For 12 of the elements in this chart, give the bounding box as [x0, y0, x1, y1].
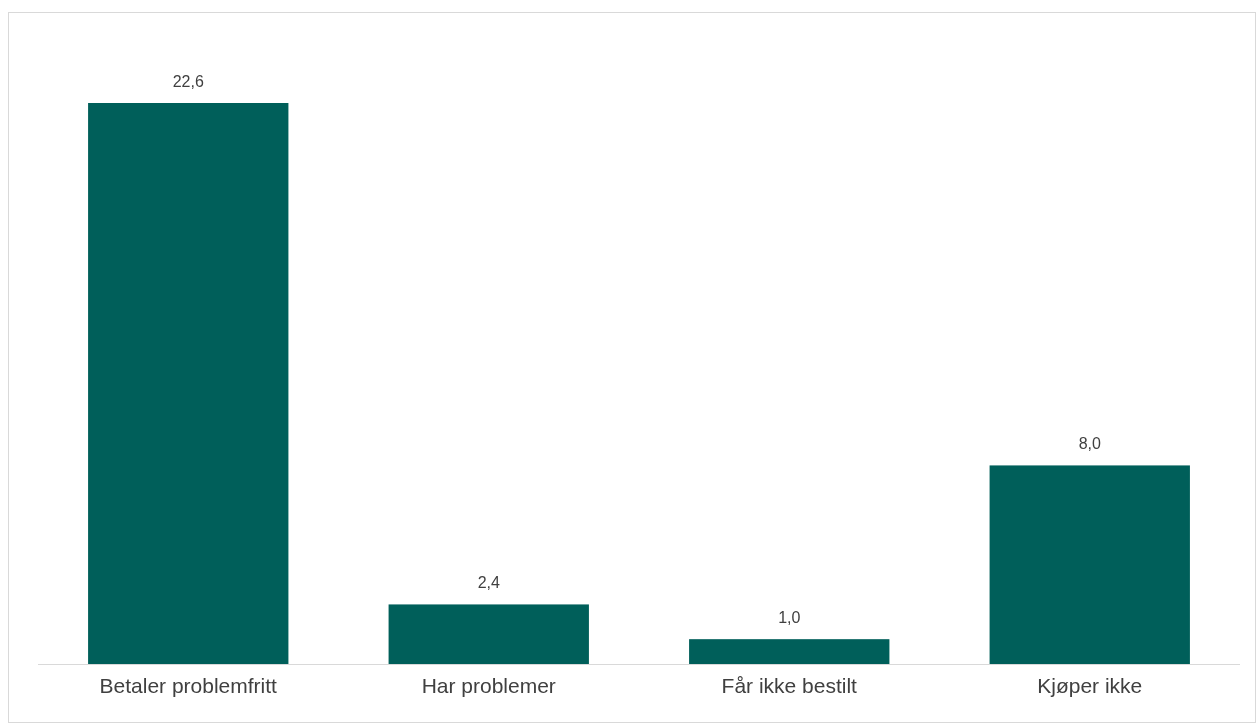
x-tick-label: Kjøper ikke — [1037, 673, 1143, 697]
x-tick-label: Får ikke bestilt — [721, 673, 858, 697]
bar — [689, 639, 890, 664]
data-label: 1,0 — [778, 609, 801, 627]
bar — [989, 465, 1190, 664]
data-label: 8,0 — [1078, 435, 1101, 453]
x-tick-label: Har problemer — [421, 673, 556, 697]
data-label: 22,6 — [172, 73, 204, 90]
data-label: 2,4 — [477, 574, 500, 592]
x-tick-label: Betaler problemfritt — [99, 673, 278, 697]
bar — [388, 604, 589, 664]
bar — [88, 103, 289, 664]
